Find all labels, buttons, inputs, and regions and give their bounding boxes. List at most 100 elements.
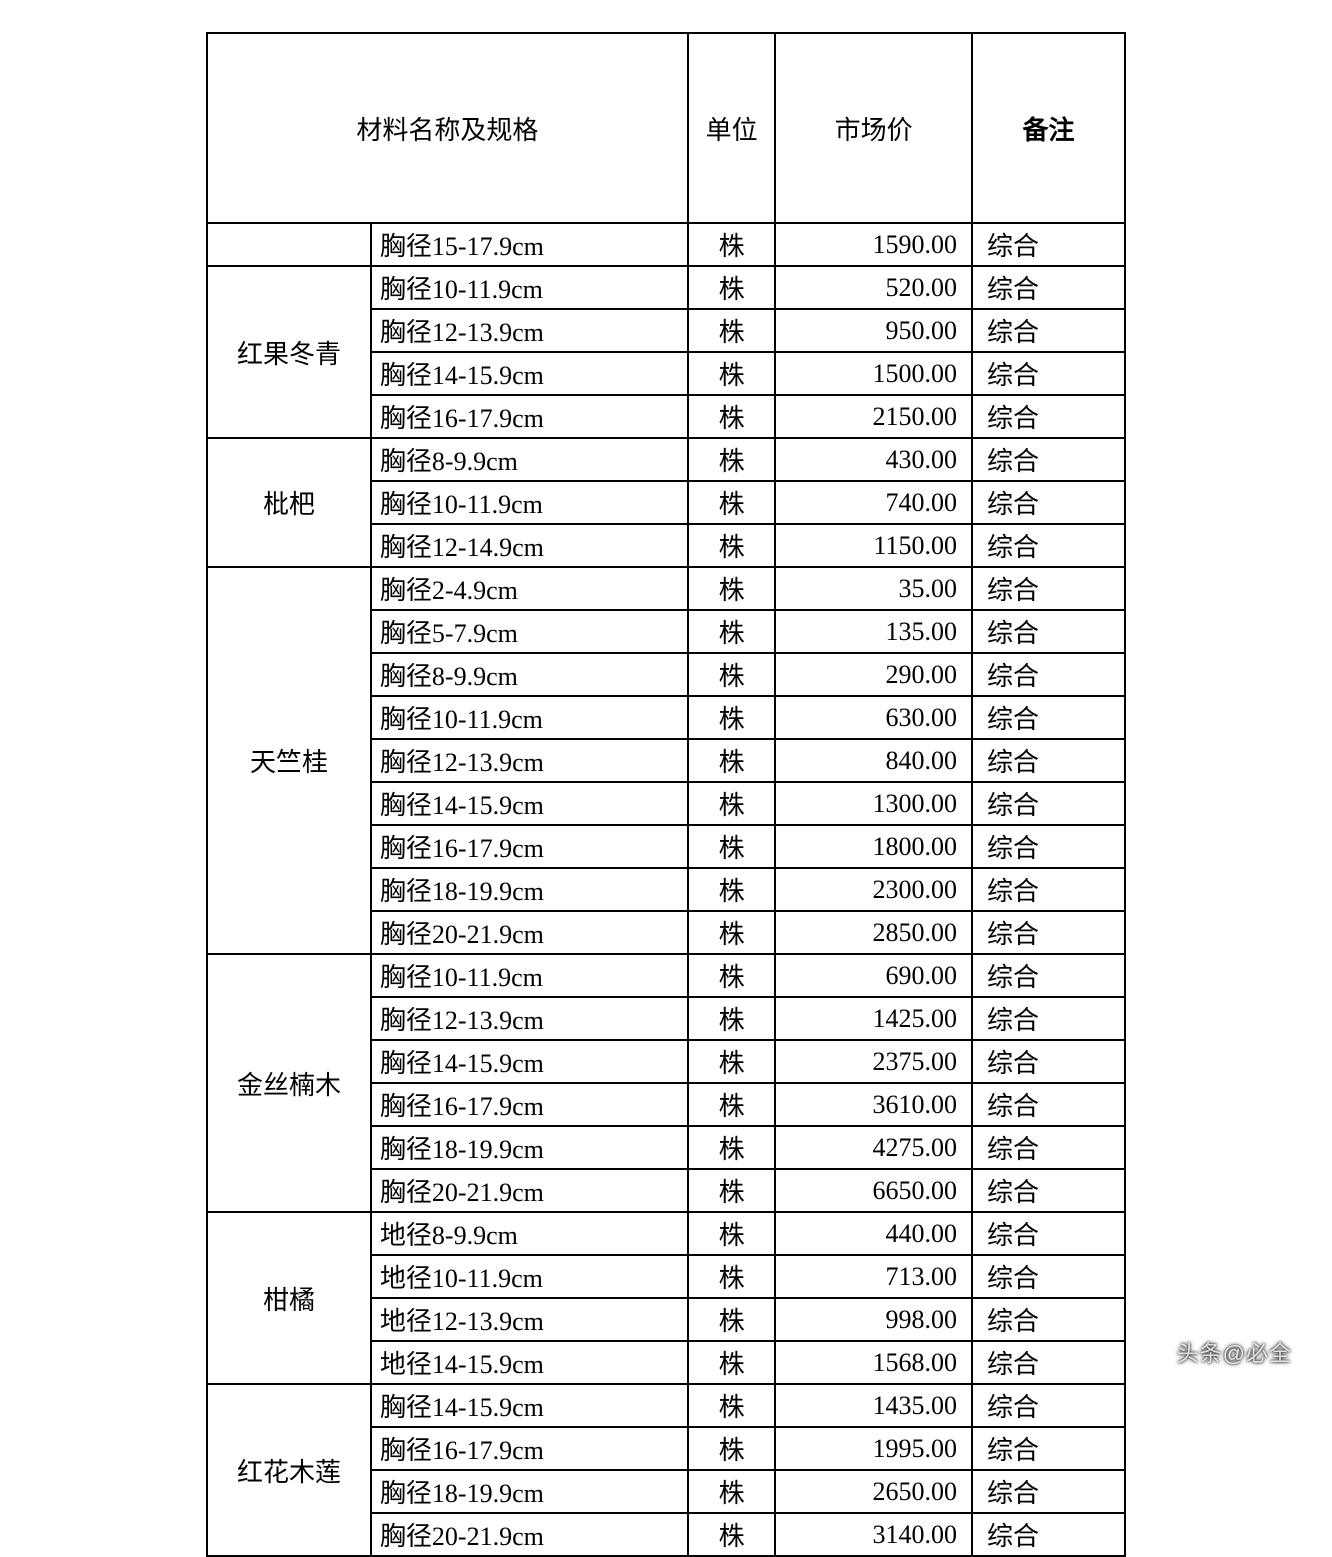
remark-cell: 综合 — [972, 1040, 1125, 1083]
spec-cell: 胸径20-21.9cm — [371, 911, 688, 954]
spec-cell: 胸径14-15.9cm — [371, 1384, 688, 1427]
spec-cell: 胸径16-17.9cm — [371, 1083, 688, 1126]
unit-cell: 株 — [688, 610, 775, 653]
spec-cell: 地径10-11.9cm — [371, 1255, 688, 1298]
price-cell: 2300.00 — [775, 868, 972, 911]
spec-cell: 胸径12-13.9cm — [371, 997, 688, 1040]
remark-cell: 综合 — [972, 782, 1125, 825]
table-row: 天竺桂胸径2-4.9cm株35.00综合 — [207, 567, 1125, 610]
unit-cell: 株 — [688, 1341, 775, 1384]
price-cell: 630.00 — [775, 696, 972, 739]
material-name-cell: 枇杷 — [207, 438, 371, 567]
remark-cell: 综合 — [972, 1384, 1125, 1427]
unit-cell: 株 — [688, 653, 775, 696]
unit-cell: 株 — [688, 1298, 775, 1341]
price-cell: 1995.00 — [775, 1427, 972, 1470]
remark-cell: 综合 — [972, 1427, 1125, 1470]
remark-cell: 综合 — [972, 481, 1125, 524]
unit-cell: 株 — [688, 1470, 775, 1513]
remark-cell: 综合 — [972, 696, 1125, 739]
col-header-name-spec: 材料名称及规格 — [207, 33, 688, 223]
remark-cell: 综合 — [972, 1083, 1125, 1126]
spec-cell: 胸径12-14.9cm — [371, 524, 688, 567]
material-name-cell: 金丝楠木 — [207, 954, 371, 1212]
spec-cell: 胸径16-17.9cm — [371, 395, 688, 438]
material-name-cell — [207, 223, 371, 266]
unit-cell: 株 — [688, 1169, 775, 1212]
remark-cell: 综合 — [972, 825, 1125, 868]
unit-cell: 株 — [688, 1083, 775, 1126]
unit-cell: 株 — [688, 1212, 775, 1255]
price-cell: 1500.00 — [775, 352, 972, 395]
spec-cell: 地径14-15.9cm — [371, 1341, 688, 1384]
remark-cell: 综合 — [972, 1212, 1125, 1255]
table-body: 胸径15-17.9cm株1590.00综合红果冬青胸径10-11.9cm株520… — [207, 223, 1125, 1556]
table-row: 金丝楠木胸径10-11.9cm株690.00综合 — [207, 954, 1125, 997]
remark-cell: 综合 — [972, 1126, 1125, 1169]
spec-cell: 胸径10-11.9cm — [371, 954, 688, 997]
unit-cell: 株 — [688, 352, 775, 395]
unit-cell: 株 — [688, 825, 775, 868]
price-cell: 520.00 — [775, 266, 972, 309]
remark-cell: 综合 — [972, 395, 1125, 438]
remark-cell: 综合 — [972, 954, 1125, 997]
price-cell: 950.00 — [775, 309, 972, 352]
price-cell: 3610.00 — [775, 1083, 972, 1126]
price-cell: 3140.00 — [775, 1513, 972, 1556]
col-header-remark: 备注 — [972, 33, 1125, 223]
price-cell: 713.00 — [775, 1255, 972, 1298]
unit-cell: 株 — [688, 739, 775, 782]
unit-cell: 株 — [688, 266, 775, 309]
spec-cell: 胸径14-15.9cm — [371, 1040, 688, 1083]
spec-cell: 胸径20-21.9cm — [371, 1513, 688, 1556]
price-cell: 740.00 — [775, 481, 972, 524]
price-cell: 4275.00 — [775, 1126, 972, 1169]
spec-cell: 胸径10-11.9cm — [371, 481, 688, 524]
unit-cell: 株 — [688, 1255, 775, 1298]
price-table: 材料名称及规格 单位 市场价 备注 胸径15-17.9cm株1590.00综合红… — [206, 32, 1126, 1557]
remark-cell: 综合 — [972, 653, 1125, 696]
price-cell: 1590.00 — [775, 223, 972, 266]
unit-cell: 株 — [688, 782, 775, 825]
unit-cell: 株 — [688, 1040, 775, 1083]
remark-cell: 综合 — [972, 567, 1125, 610]
material-name-cell: 天竺桂 — [207, 567, 371, 954]
price-cell: 1150.00 — [775, 524, 972, 567]
price-cell: 290.00 — [775, 653, 972, 696]
spec-cell: 胸径10-11.9cm — [371, 696, 688, 739]
spec-cell: 胸径8-9.9cm — [371, 438, 688, 481]
price-cell: 135.00 — [775, 610, 972, 653]
spec-cell: 胸径14-15.9cm — [371, 782, 688, 825]
unit-cell: 株 — [688, 1427, 775, 1470]
remark-cell: 综合 — [972, 1341, 1125, 1384]
col-header-price: 市场价 — [775, 33, 972, 223]
col-header-unit: 单位 — [688, 33, 775, 223]
material-name-cell: 红果冬青 — [207, 266, 371, 438]
spec-cell: 胸径2-4.9cm — [371, 567, 688, 610]
unit-cell: 株 — [688, 309, 775, 352]
remark-cell: 综合 — [972, 1169, 1125, 1212]
table-row: 红花木莲胸径14-15.9cm株1435.00综合 — [207, 1384, 1125, 1427]
spec-cell: 地径12-13.9cm — [371, 1298, 688, 1341]
remark-cell: 综合 — [972, 438, 1125, 481]
spec-cell: 胸径18-19.9cm — [371, 1126, 688, 1169]
unit-cell: 株 — [688, 1513, 775, 1556]
spec-cell: 胸径18-19.9cm — [371, 868, 688, 911]
spec-cell: 胸径14-15.9cm — [371, 352, 688, 395]
spec-cell: 胸径15-17.9cm — [371, 223, 688, 266]
spec-cell: 地径8-9.9cm — [371, 1212, 688, 1255]
price-cell: 35.00 — [775, 567, 972, 610]
spec-cell: 胸径16-17.9cm — [371, 1427, 688, 1470]
price-cell: 430.00 — [775, 438, 972, 481]
table-row: 红果冬青胸径10-11.9cm株520.00综合 — [207, 266, 1125, 309]
unit-cell: 株 — [688, 954, 775, 997]
remark-cell: 综合 — [972, 1470, 1125, 1513]
remark-cell: 综合 — [972, 911, 1125, 954]
unit-cell: 株 — [688, 524, 775, 567]
remark-cell: 综合 — [972, 1255, 1125, 1298]
unit-cell: 株 — [688, 997, 775, 1040]
unit-cell: 株 — [688, 481, 775, 524]
remark-cell: 综合 — [972, 266, 1125, 309]
material-name-cell: 红花木莲 — [207, 1384, 371, 1556]
remark-cell: 综合 — [972, 524, 1125, 567]
